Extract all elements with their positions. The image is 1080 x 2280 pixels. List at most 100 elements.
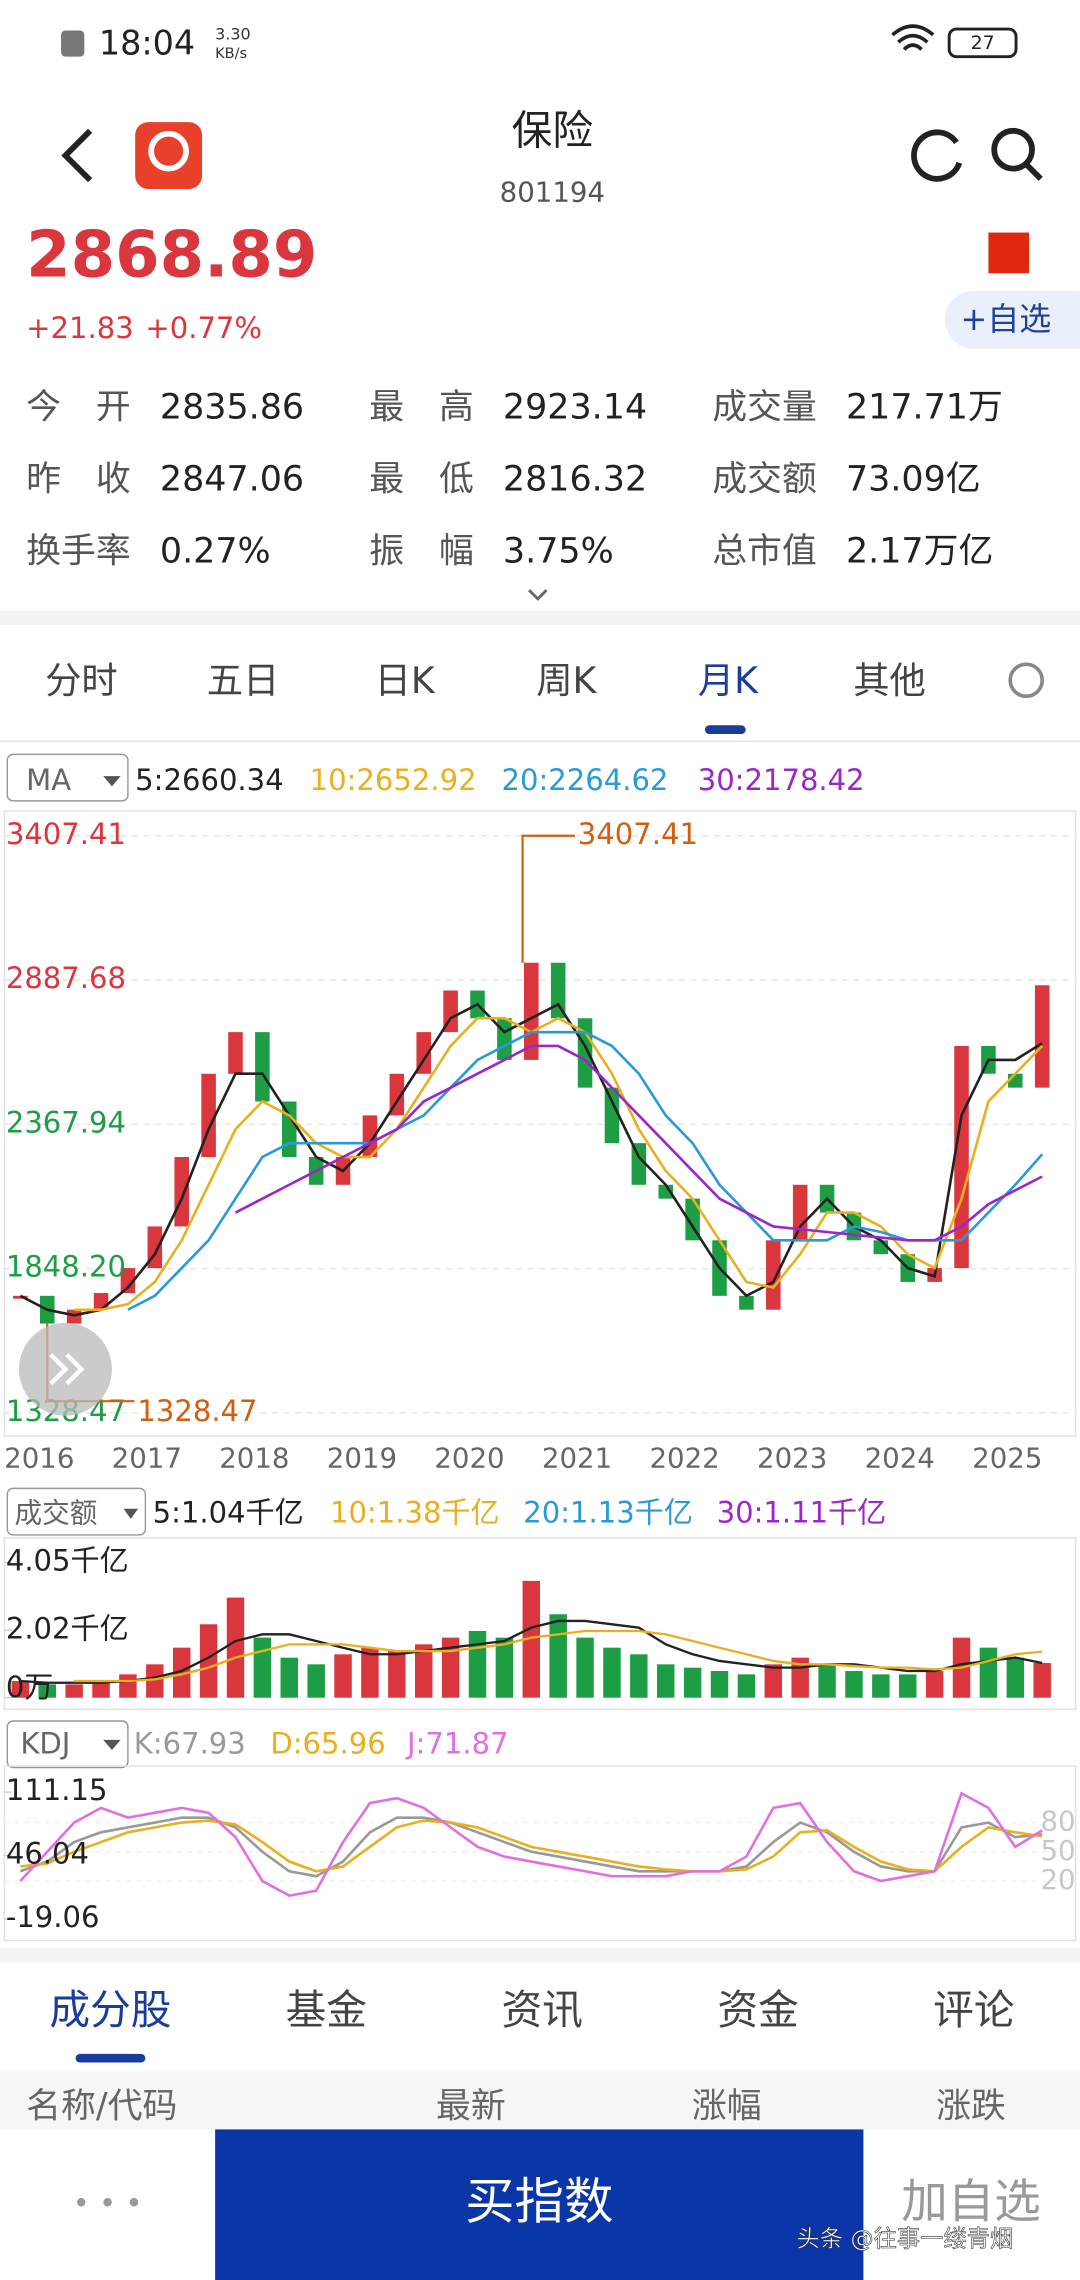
more-button[interactable]: • • • — [73, 2186, 143, 2220]
legend-entry: D:65.96 — [270, 1727, 385, 1761]
candle — [120, 1268, 136, 1294]
tab[interactable]: 成分股 — [49, 1986, 171, 2034]
tab[interactable]: 资金 — [717, 1986, 798, 2034]
tab[interactable]: 基金 — [286, 1986, 367, 2034]
volume-select[interactable] — [6, 1487, 147, 1536]
buy-button[interactable]: 买指数 — [465, 2172, 613, 2230]
tab[interactable]: 月K — [698, 659, 759, 702]
stat-label: 总市值 — [712, 531, 817, 571]
volume-bar — [441, 1637, 460, 1698]
y-tick-label: 2.02千亿 — [6, 1611, 129, 1645]
max-pointer — [521, 834, 575, 963]
indicator-line — [74, 1016, 1044, 1312]
tab[interactable]: 其他 — [853, 659, 926, 702]
y-tick-label: 4.05千亿 — [6, 1544, 129, 1578]
stat-value: 0.27% — [160, 531, 271, 571]
volume-bar — [253, 1637, 272, 1698]
candle — [174, 1157, 189, 1227]
volume-bar — [119, 1674, 137, 1698]
indicator-line — [19, 1791, 1043, 1898]
indicator-line — [234, 1044, 1043, 1242]
legend-entry: 10:2652.92 — [310, 763, 477, 797]
stat-label: 换手率 — [26, 531, 131, 571]
settings-button[interactable] — [1008, 662, 1045, 699]
period-tabs: 分时 五日 日K 周K 月K 其他 — [45, 659, 926, 702]
x-tick-label: 2025 — [972, 1441, 1042, 1474]
section-gap — [0, 610, 1080, 626]
dropdown-arrow — [123, 1508, 139, 1519]
price-change: +21.83 — [26, 311, 134, 345]
search-handle — [1024, 162, 1043, 181]
y-tick-label: 46.04 — [6, 1837, 89, 1871]
back-button[interactable] — [61, 128, 93, 183]
min-label: 1328.47 — [137, 1394, 257, 1428]
candle — [497, 1018, 512, 1060]
volume-bar — [1006, 1657, 1025, 1698]
volume-bar — [845, 1671, 863, 1698]
legend-entry: 20:2264.62 — [501, 763, 668, 797]
candle — [739, 1295, 754, 1310]
tab[interactable]: 周K — [536, 659, 597, 702]
volume-bar — [818, 1664, 836, 1698]
kdj-select[interactable] — [6, 1720, 129, 1769]
volume-indicator: 成交额 — [15, 1497, 98, 1530]
watermark: 头条 @往事一缕青烟 — [797, 2225, 1014, 2252]
volume-bar — [710, 1671, 729, 1698]
tab-underline — [704, 725, 746, 735]
legend-entry: 30:2178.42 — [698, 763, 865, 797]
stat-label: 最 高 — [369, 387, 474, 427]
volume-bar — [38, 1684, 56, 1698]
tab[interactable]: 五日 — [207, 659, 280, 702]
volume-bar — [576, 1637, 594, 1698]
column-header: 涨跌 — [936, 2087, 1006, 2127]
app-icon — [135, 122, 203, 189]
legend-entry: 10:1.38千亿 — [330, 1496, 500, 1530]
volume-bar — [172, 1647, 191, 1698]
y-tick-label: 2367.94 — [6, 1105, 126, 1139]
volume-frame — [3, 1537, 1077, 1711]
kdj-indicator: KDJ — [20, 1727, 70, 1761]
stat-value: 2835.86 — [160, 387, 304, 427]
expand-chevron[interactable] — [528, 589, 548, 601]
legend-entry: 5:2660.34 — [135, 763, 283, 797]
column-header: 名称/代码 — [26, 2087, 177, 2127]
watch-button-bg[interactable] — [944, 290, 1080, 349]
indicator-select[interactable] — [6, 753, 129, 802]
indicator-name: MA — [26, 763, 71, 797]
candle — [228, 1032, 243, 1074]
indicator-line — [74, 1629, 1043, 1683]
volume-bar — [1033, 1663, 1051, 1698]
volume-bar — [226, 1597, 245, 1698]
volume-bar — [872, 1674, 890, 1698]
search-button[interactable] — [991, 127, 1035, 172]
y-tick-label: 2887.68 — [6, 961, 126, 995]
volume-chart: 5:1.04千亿 10:1.38千亿 20:1.13千亿 30:1.11千亿 4.05千… — [4, 1496, 1051, 1704]
net-speed-unit: KB/s — [215, 46, 247, 62]
stat-value: 2.17万亿 — [846, 531, 993, 571]
candle — [255, 1032, 270, 1102]
refresh-button[interactable] — [911, 129, 963, 182]
buy-button-bg[interactable] — [215, 2129, 864, 2280]
tab[interactable]: 分时 — [45, 659, 118, 702]
tab[interactable]: 日K — [375, 659, 436, 702]
right-tick-label: 20 — [1040, 1863, 1075, 1896]
volume-bar — [11, 1681, 30, 1698]
tab[interactable]: 评论 — [933, 1986, 1014, 2034]
legend-entry: 5:1.04千亿 — [153, 1496, 304, 1530]
volume-bar — [522, 1580, 540, 1698]
stat-value: 3.75% — [503, 531, 614, 571]
legend-entry: 30:1.11千亿 — [717, 1496, 887, 1530]
candle — [631, 1143, 647, 1185]
float-button-glyph — [49, 1353, 85, 1386]
flag-icon — [988, 232, 1030, 274]
tab[interactable]: 资讯 — [501, 1986, 582, 2034]
volume-bar — [92, 1681, 110, 1698]
candle — [1034, 985, 1050, 1088]
column-header: 最新 — [436, 2087, 506, 2127]
stat-label: 今 开 — [26, 387, 131, 427]
indicator-line — [127, 1030, 1044, 1311]
add-watch-button[interactable]: 加自选 — [901, 2174, 1041, 2228]
price-change-pct: +0.77% — [145, 311, 262, 345]
watch-button[interactable]: +自选 — [960, 300, 1051, 338]
